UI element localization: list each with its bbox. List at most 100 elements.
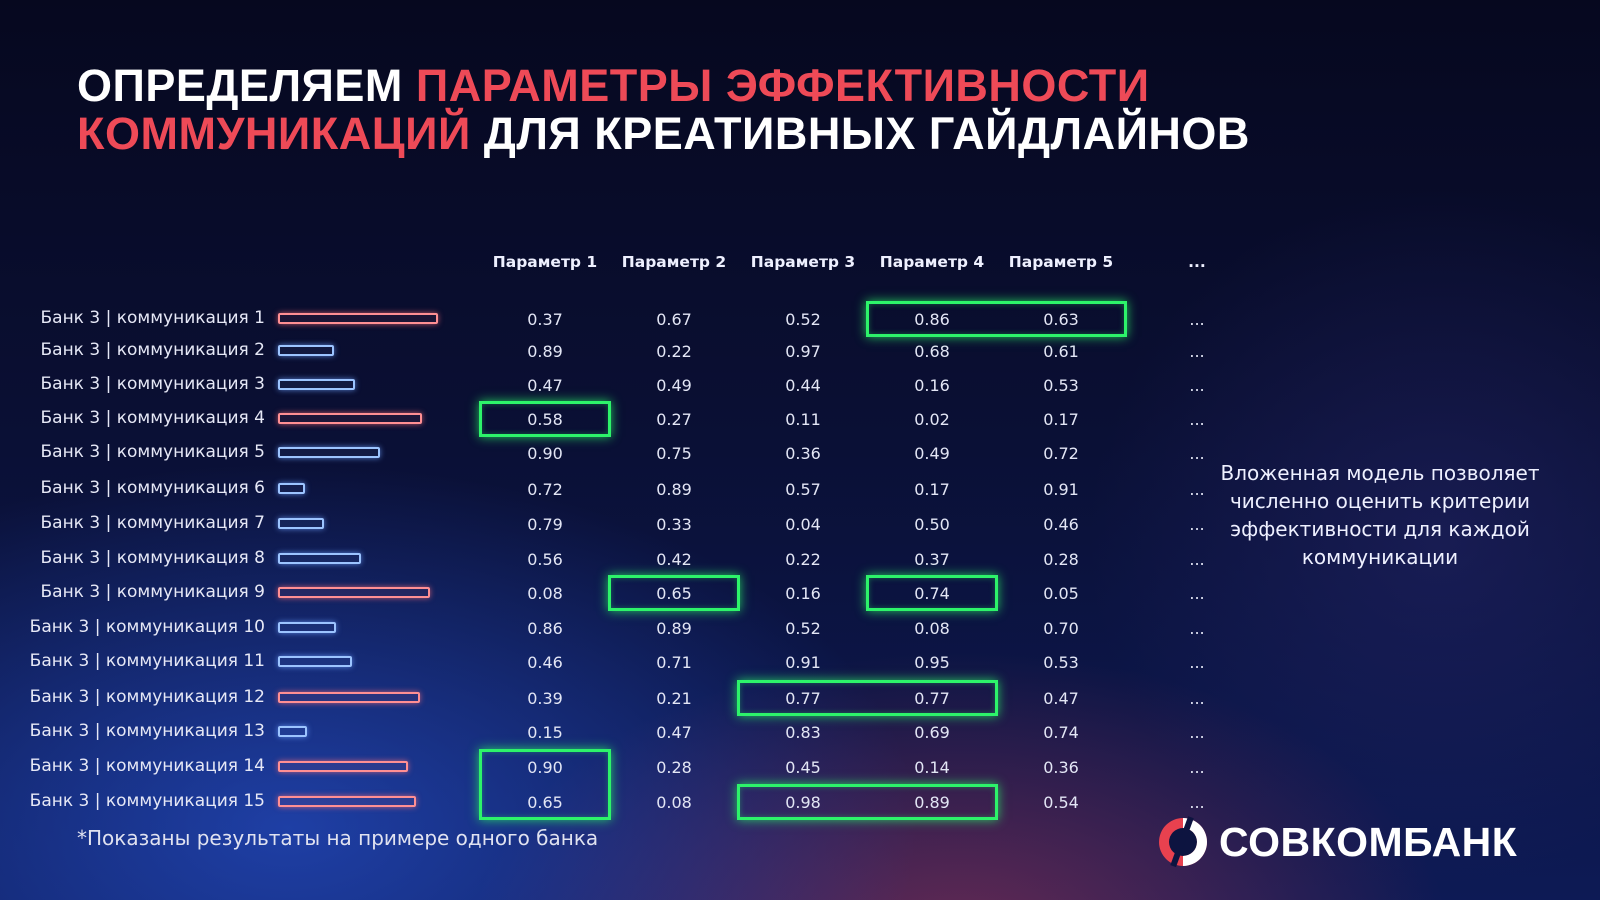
table-cell: 0.97 xyxy=(785,342,821,361)
highlight-box xyxy=(737,784,998,820)
table-cell: 0.79 xyxy=(527,515,563,534)
table-cell: 0.37 xyxy=(527,310,563,329)
table-cell: 0.56 xyxy=(527,550,563,569)
title-part-red-2: КОММУНИКАЦИЙ xyxy=(77,108,471,159)
row-label: Банк 3 | коммуникация 7 xyxy=(40,513,265,533)
column-header-6: ... xyxy=(1188,253,1206,271)
table-cell: 0.16 xyxy=(785,584,821,603)
table-cell: 0.91 xyxy=(785,653,821,672)
table-cell: 0.47 xyxy=(656,723,692,742)
row-label: Банк 3 | коммуникация 9 xyxy=(40,582,265,602)
cell-ellipsis: ... xyxy=(1189,584,1205,603)
column-header-2: Параметр 2 xyxy=(621,253,727,271)
table-cell: 0.83 xyxy=(785,723,821,742)
table-cell: 0.21 xyxy=(656,689,692,708)
table-cell: 0.86 xyxy=(527,619,563,638)
table-cell: 0.37 xyxy=(914,550,950,569)
table-cell: 0.89 xyxy=(656,480,692,499)
table-cell: 0.46 xyxy=(527,653,563,672)
cell-ellipsis: ... xyxy=(1189,550,1205,569)
table-cell: 0.89 xyxy=(914,793,950,812)
table-cell: 0.33 xyxy=(656,515,692,534)
row-bar-red xyxy=(278,313,438,324)
table-cell: 0.04 xyxy=(785,515,821,534)
cell-ellipsis: ... xyxy=(1189,758,1205,777)
cell-ellipsis: ... xyxy=(1189,480,1205,499)
row-bar-red xyxy=(278,761,408,772)
table-cell: 0.36 xyxy=(785,444,821,463)
column-header-3: Параметр 3 xyxy=(750,253,856,271)
cell-ellipsis: ... xyxy=(1189,689,1205,708)
table-cell: 0.15 xyxy=(527,723,563,742)
table-cell: 0.74 xyxy=(914,584,950,603)
title-line-2: КОММУНИКАЦИЙ ДЛЯ КРЕАТИВНЫХ ГАЙДЛАЙНОВ xyxy=(77,110,1377,158)
table-cell: 0.67 xyxy=(656,310,692,329)
table-cell: 0.91 xyxy=(1043,480,1079,499)
row-label: Банк 3 | коммуникация 4 xyxy=(40,408,265,428)
table-cell: 0.22 xyxy=(785,550,821,569)
table-cell: 0.11 xyxy=(785,410,821,429)
row-label: Банк 3 | коммуникация 5 xyxy=(40,442,265,462)
side-note: Вложенная модель позволяет численно оцен… xyxy=(1220,461,1540,569)
table-cell: 0.89 xyxy=(527,342,563,361)
title-part-white-2: ДЛЯ КРЕАТИВНЫХ ГАЙДЛАЙНОВ xyxy=(470,108,1250,159)
table-cell: 0.77 xyxy=(914,689,950,708)
row-label: Банк 3 | коммуникация 8 xyxy=(40,548,265,568)
table-cell: 0.72 xyxy=(527,480,563,499)
row-label: Банк 3 | коммуникация 14 xyxy=(29,756,265,776)
table-cell: 0.02 xyxy=(914,410,950,429)
table-cell: 0.69 xyxy=(914,723,950,742)
table-cell: 0.17 xyxy=(914,480,950,499)
table-cell: 0.98 xyxy=(785,793,821,812)
table-cell: 0.86 xyxy=(914,310,950,329)
cell-ellipsis: ... xyxy=(1189,410,1205,429)
table-cell: 0.70 xyxy=(1043,619,1079,638)
table-cell: 0.65 xyxy=(656,584,692,603)
sovcombank-logo-icon xyxy=(1159,816,1207,868)
cell-ellipsis: ... xyxy=(1189,376,1205,395)
cell-ellipsis: ... xyxy=(1189,619,1205,638)
cell-ellipsis: ... xyxy=(1189,793,1205,812)
column-header-5: Параметр 5 xyxy=(1008,253,1114,271)
table-cell: 0.77 xyxy=(785,689,821,708)
table-cell: 0.05 xyxy=(1043,584,1079,603)
table-cell: 0.61 xyxy=(1043,342,1079,361)
row-label: Банк 3 | коммуникация 12 xyxy=(29,687,265,707)
table-cell: 0.72 xyxy=(1043,444,1079,463)
logo-text: СОВКОМБАНК xyxy=(1219,818,1518,865)
table-cell: 0.89 xyxy=(656,619,692,638)
cell-ellipsis: ... xyxy=(1189,515,1205,534)
table-cell: 0.90 xyxy=(527,444,563,463)
row-bar-red xyxy=(278,692,420,703)
row-label: Банк 3 | коммуникация 15 xyxy=(29,791,265,811)
title-part-red-1: ПАРАМЕТРЫ ЭФФЕКТИВНОСТИ xyxy=(415,60,1150,111)
row-bar-red xyxy=(278,796,416,807)
table-cell: 0.52 xyxy=(785,619,821,638)
row-bar-blue xyxy=(278,483,305,494)
highlight-box xyxy=(479,749,611,820)
table-cell: 0.57 xyxy=(785,480,821,499)
highlight-box xyxy=(479,401,611,437)
title-part-white-1: ОПРЕДЕЛЯЕМ xyxy=(77,60,416,111)
table-cell: 0.28 xyxy=(1043,550,1079,569)
table-cell: 0.65 xyxy=(527,793,563,812)
footnote: *Показаны результаты на примере одного б… xyxy=(77,826,599,850)
table-cell: 0.74 xyxy=(1043,723,1079,742)
table-cell: 0.46 xyxy=(1043,515,1079,534)
row-bar-blue xyxy=(278,656,352,667)
table-cell: 0.47 xyxy=(527,376,563,395)
table-cell: 0.08 xyxy=(527,584,563,603)
table-cell: 0.53 xyxy=(1043,376,1079,395)
row-label: Банк 3 | коммуникация 11 xyxy=(29,651,265,671)
row-bar-blue xyxy=(278,447,380,458)
table-cell: 0.54 xyxy=(1043,793,1079,812)
column-header-4: Параметр 4 xyxy=(879,253,985,271)
table-cell: 0.14 xyxy=(914,758,950,777)
table-cell: 0.42 xyxy=(656,550,692,569)
cell-ellipsis: ... xyxy=(1189,653,1205,672)
table-cell: 0.22 xyxy=(656,342,692,361)
table-cell: 0.90 xyxy=(527,758,563,777)
table-cell: 0.71 xyxy=(656,653,692,672)
row-bar-red xyxy=(278,587,430,598)
highlight-box xyxy=(737,680,998,716)
